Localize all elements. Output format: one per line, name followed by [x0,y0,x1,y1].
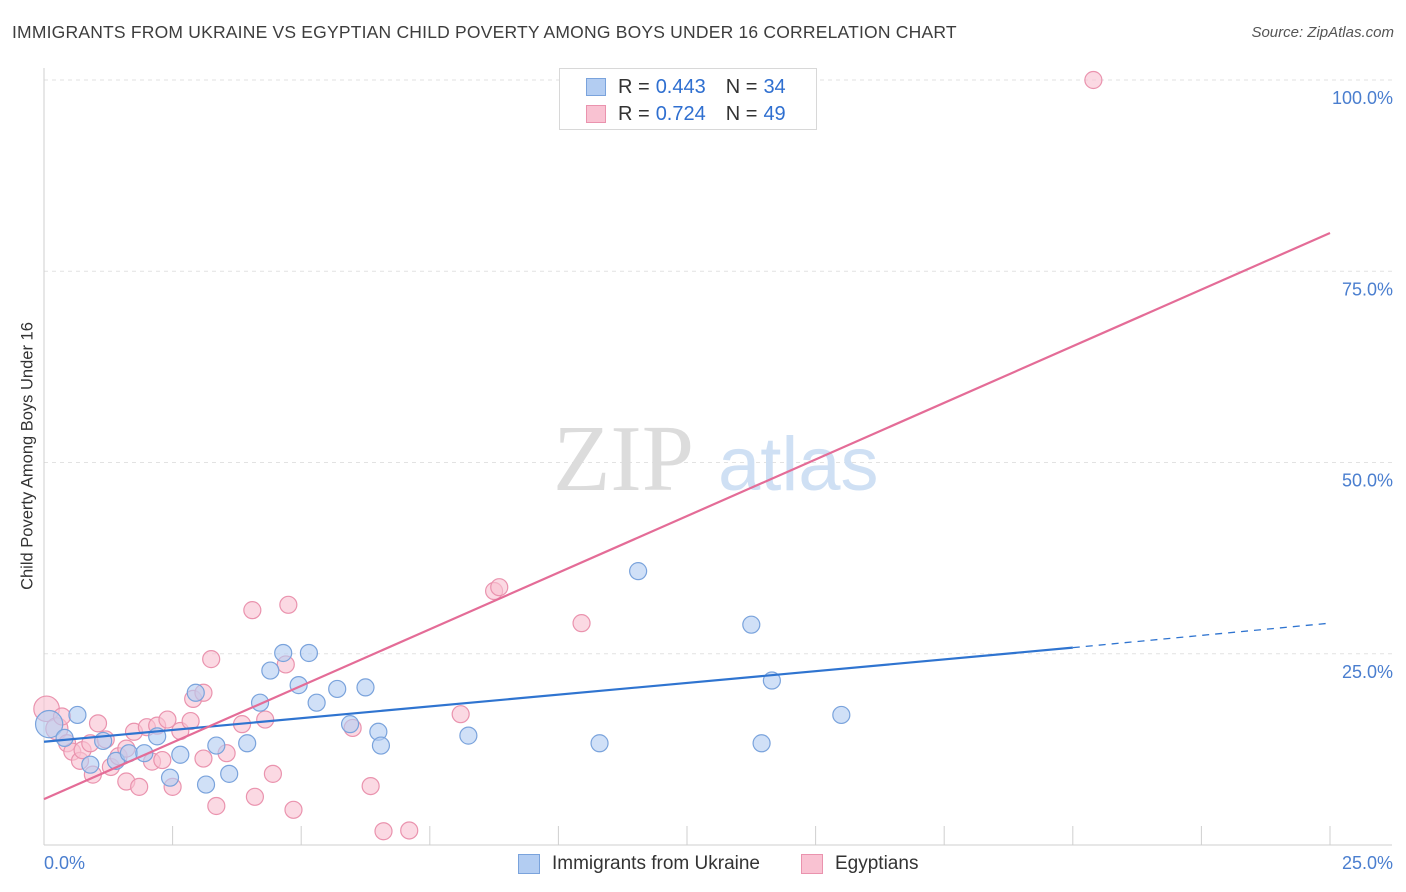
legend-n-label: N = [725,75,758,98]
legend-n-label: N = [725,102,758,125]
egypt-point [245,787,265,806]
bottom-legend-swatch-ukraine [518,854,540,874]
egypt-point [284,800,303,819]
egypt-point [400,821,419,840]
egypt-point [1084,70,1103,90]
bottom-legend-label-egypt: Egyptians [835,853,919,874]
legend-row-ukraine: R = 0.443 N = 34 [586,74,786,100]
egypt-point [130,777,149,796]
bottom-legend-swatch-egypt [801,854,823,874]
legend-swatch-egypt [586,105,606,123]
watermark-atlas: atlas [718,422,879,507]
egypt-point [194,749,213,768]
egypt-point [361,776,380,796]
tick-label-layer: 25.0% 50.0% 75.0% 100.0% 0.0% 25.0% [44,88,1393,873]
ukraine-point [299,643,319,663]
ukraine-point [629,562,648,581]
egypt-point [202,650,221,669]
ukraine-point [68,705,87,725]
legend-r-value: 0.724 [655,102,706,125]
y-tick-label: 100.0% [1332,88,1393,108]
egypt-point [374,822,393,841]
trend-layer [43,231,1331,801]
grid-layer [44,79,1392,655]
ukraine-point [356,678,375,697]
watermark: ZIP atlas [553,407,879,511]
ukraine-point [171,745,190,764]
egypt-point [158,710,177,729]
legend-n-value: 49 [763,102,786,125]
ukraine-point [250,693,270,712]
y-tick-label: 50.0% [1342,471,1393,491]
legend-r-label: R = [618,102,650,125]
watermark-zip: ZIP [553,407,694,511]
legend-row-egypt: R = 0.724 N = 49 [586,101,786,127]
ukraine-point [34,709,64,739]
ukraine-point [186,683,205,702]
ukraine-point [220,764,239,783]
y-tick-label: 25.0% [1342,662,1393,682]
ukraine-trend-extension [1072,622,1331,649]
points-layer [33,70,1103,841]
egypt-point [256,710,275,729]
egypt-point [153,750,172,770]
bottom-legend-ukraine: Immigrants from Ukraine [518,851,760,877]
ukraine-point [81,755,100,774]
ukraine-point [832,705,851,725]
bottom-legend-egypt: Egyptians [801,851,918,877]
ukraine-point [590,734,609,753]
ukraine-point [55,728,74,748]
egypt-point [279,595,298,614]
ukraine-point [328,679,347,699]
egypt-point [572,614,591,633]
egypt-point [243,601,262,620]
stats-legend: R = 0.443 N = 34 R = 0.724 N = 49 [559,68,817,130]
x-tick-label: 0.0% [44,853,85,873]
egypt-point [88,714,108,733]
egypt-point [181,711,200,731]
source-label: Source: ZipAtlas.com [1251,24,1394,41]
ukraine-point [274,643,293,663]
legend-n-value: 34 [763,75,786,98]
ukraine-point [371,736,391,755]
ukraine-trend-line [43,646,1073,743]
ukraine-point [160,768,180,787]
legend-swatch-ukraine [586,78,606,96]
ukraine-point [340,715,360,734]
axis-layer [43,68,1392,846]
bottom-legend-label-ukraine: Immigrants from Ukraine [552,853,760,874]
ukraine-point [742,615,761,634]
ukraine-point [261,661,280,680]
x-tick-label: 25.0% [1342,853,1393,873]
ukraine-point [752,734,771,753]
legend-r-label: R = [618,75,650,98]
legend-r-value: 0.443 [655,75,706,98]
ukraine-point [196,775,216,794]
ukraine-point [207,736,226,755]
egypt-point [207,796,226,816]
chart-title: IMMIGRANTS FROM UKRAINE VS EGYPTIAN CHIL… [12,22,957,42]
egypt-point [490,578,509,597]
ukraine-point [459,726,478,745]
egypt-point [263,764,283,783]
ukraine-point [307,693,326,712]
y-tick-label: 75.0% [1342,279,1393,299]
egypt-point [451,705,470,724]
ukraine-point [238,734,257,753]
egypt-trend-line [43,231,1331,801]
